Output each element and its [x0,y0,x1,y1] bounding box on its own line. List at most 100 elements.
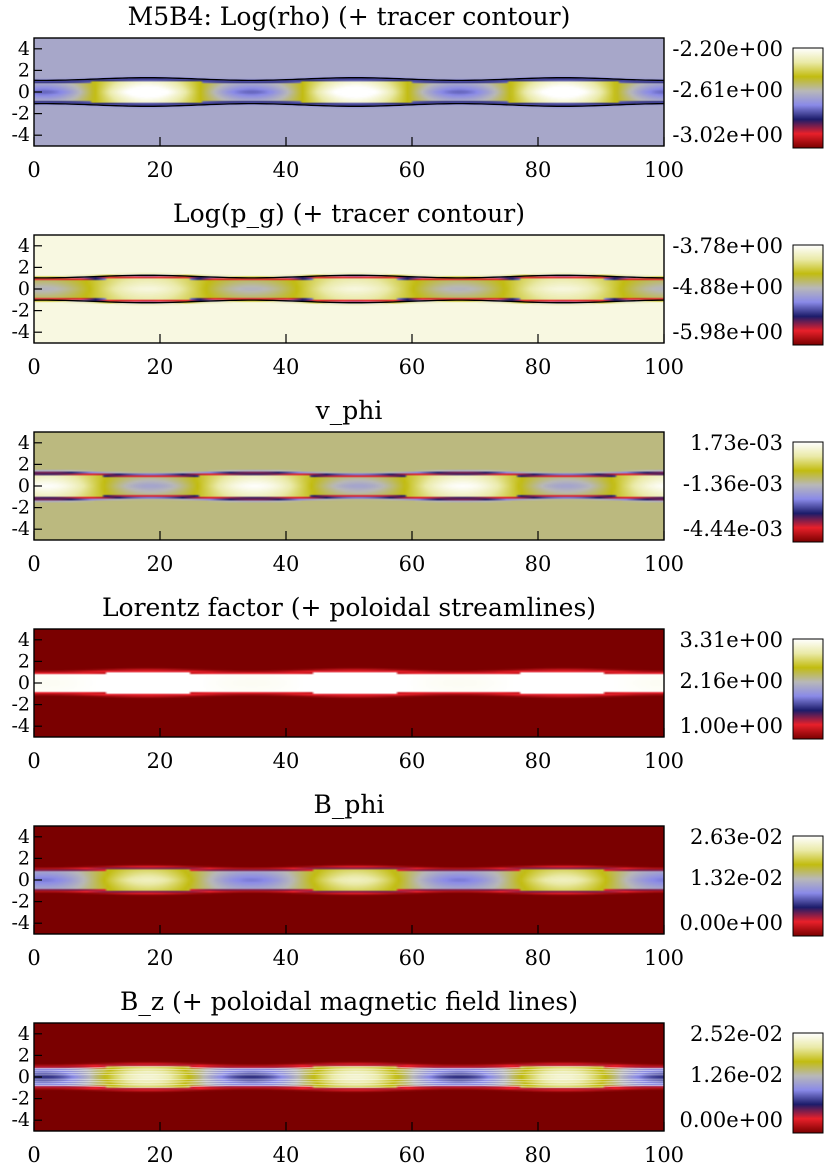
y-tick-label: 4 [18,432,30,454]
x-tick-label: 20 [147,355,174,379]
colorbar-label-min: 0.00e+00 [679,1108,783,1132]
y-tick-label: 4 [18,826,30,848]
x-tick-label: 100 [644,1143,684,1165]
y-tick-label: 2 [18,256,30,278]
x-tick-label: 80 [525,552,552,576]
colorbar [792,638,824,740]
colorbar [792,1032,824,1134]
x-tick-label: 80 [525,355,552,379]
x-tick-label: 60 [399,946,426,970]
y-tick-label: 2 [18,59,30,81]
colorbar-label-mid: 1.32e-02 [690,866,783,890]
x-tick-label: 0 [27,946,40,970]
x-tick-label: 80 [525,158,552,182]
x-tick-label: 0 [27,552,40,576]
x-tick-label: 80 [525,946,552,970]
x-tick-label: 100 [644,158,684,182]
panel-title: Lorentz factor (+ poloidal streamlines) [102,593,596,622]
panel-4: Lorentz factor (+ poloidal streamlines) 4… [11,593,824,773]
y-tick-label: -4 [11,124,30,146]
x-tick-label: 0 [27,355,40,379]
x-tick-label: 0 [27,1143,40,1165]
y-tick-label: 0 [18,1066,30,1088]
panel-6: B_z (+ poloidal magnetic field lines)420… [11,987,824,1165]
x-tick-label: 20 [147,1143,174,1165]
panel-title: Log(p_g) (+ tracer contour) [173,199,525,228]
panel-1: M5B4: Log(rho) (+ tracer contour)420-2-4… [11,2,824,182]
field-line [33,1071,665,1074]
colorbar-label-mid: -4.88e+00 [672,275,783,299]
y-tick-label: -4 [11,912,30,934]
y-tick-label: -2 [11,694,30,716]
heatmap-image [34,235,664,343]
colorbar-label-max: -2.20e+00 [672,37,783,61]
heatmap-image [34,826,664,934]
tracer-contour-line [33,299,665,304]
colorbar-label-max: -3.78e+00 [672,234,783,258]
field-line [33,1080,665,1083]
colorbar-label-min: -5.98e+00 [672,320,783,344]
x-tick-label: 20 [147,749,174,773]
field-line [34,1082,664,1086]
panel-title: M5B4: Log(rho) (+ tracer contour) [128,2,571,31]
y-tick-label: 0 [18,672,30,694]
y-tick-label: 2 [18,453,30,475]
y-tick-label: -2 [11,103,30,125]
y-tick-label: -4 [11,715,30,737]
colorbar-label-min: -4.44e-03 [683,517,783,541]
x-tick-label: 80 [525,1143,552,1165]
panel-title: v_phi [315,396,383,425]
x-tick-label: 100 [644,749,684,773]
colorbar [792,244,824,346]
colorbar [792,835,824,937]
heatmap-image [34,1023,664,1131]
colorbar-label-mid: -1.36e-03 [683,472,783,496]
y-tick-label: -4 [11,321,30,343]
field-line [34,1084,664,1088]
y-tick-label: 0 [18,869,30,891]
x-tick-label: 40 [273,749,300,773]
y-tick-label: 4 [18,235,30,257]
y-tick-label: 0 [18,475,30,497]
x-tick-label: 60 [399,1143,426,1165]
tracer-contour-line [33,77,665,82]
colorbar-label-min: 0.00e+00 [679,911,783,935]
x-tick-label: 40 [273,1143,300,1165]
panel-title: B_phi [314,790,385,819]
colorbar-label-mid: 1.26e-02 [690,1063,783,1087]
x-tick-label: 0 [27,158,40,182]
colorbar-label-max: 3.31e+00 [679,628,783,652]
x-tick-label: 60 [399,749,426,773]
field-line [34,1068,664,1072]
x-tick-label: 40 [273,158,300,182]
x-tick-label: 80 [525,749,552,773]
y-tick-label: 0 [18,81,30,103]
y-tick-label: -2 [11,497,30,519]
y-tick-label: -2 [11,1088,30,1110]
colorbar-label-max: 2.52e-02 [690,1022,783,1046]
colorbar-label-min: 1.00e+00 [679,714,783,738]
y-tick-label: 4 [18,629,30,651]
x-tick-label: 20 [147,946,174,970]
heatmap-image [34,629,664,737]
x-tick-label: 60 [399,158,426,182]
y-tick-label: 4 [18,38,30,60]
colorbar-label-max: 1.73e-03 [690,431,783,455]
heatmap-image [34,38,664,146]
x-tick-label: 40 [273,552,300,576]
panel-2: Log(p_g) (+ tracer contour)420-2-40 20 40 6… [11,199,824,379]
field-line [34,1074,664,1076]
y-tick-label: 4 [18,1023,30,1045]
y-tick-label: -4 [11,518,30,540]
y-tick-label: 2 [18,650,30,672]
y-tick-label: 0 [18,278,30,300]
colorbar-label-mid: 2.16e+00 [679,669,783,693]
x-tick-label: 60 [399,355,426,379]
x-tick-label: 60 [399,552,426,576]
y-tick-label: 2 [18,1044,30,1066]
colorbar-label-mid: -2.61e+00 [672,78,783,102]
x-tick-label: 100 [644,355,684,379]
